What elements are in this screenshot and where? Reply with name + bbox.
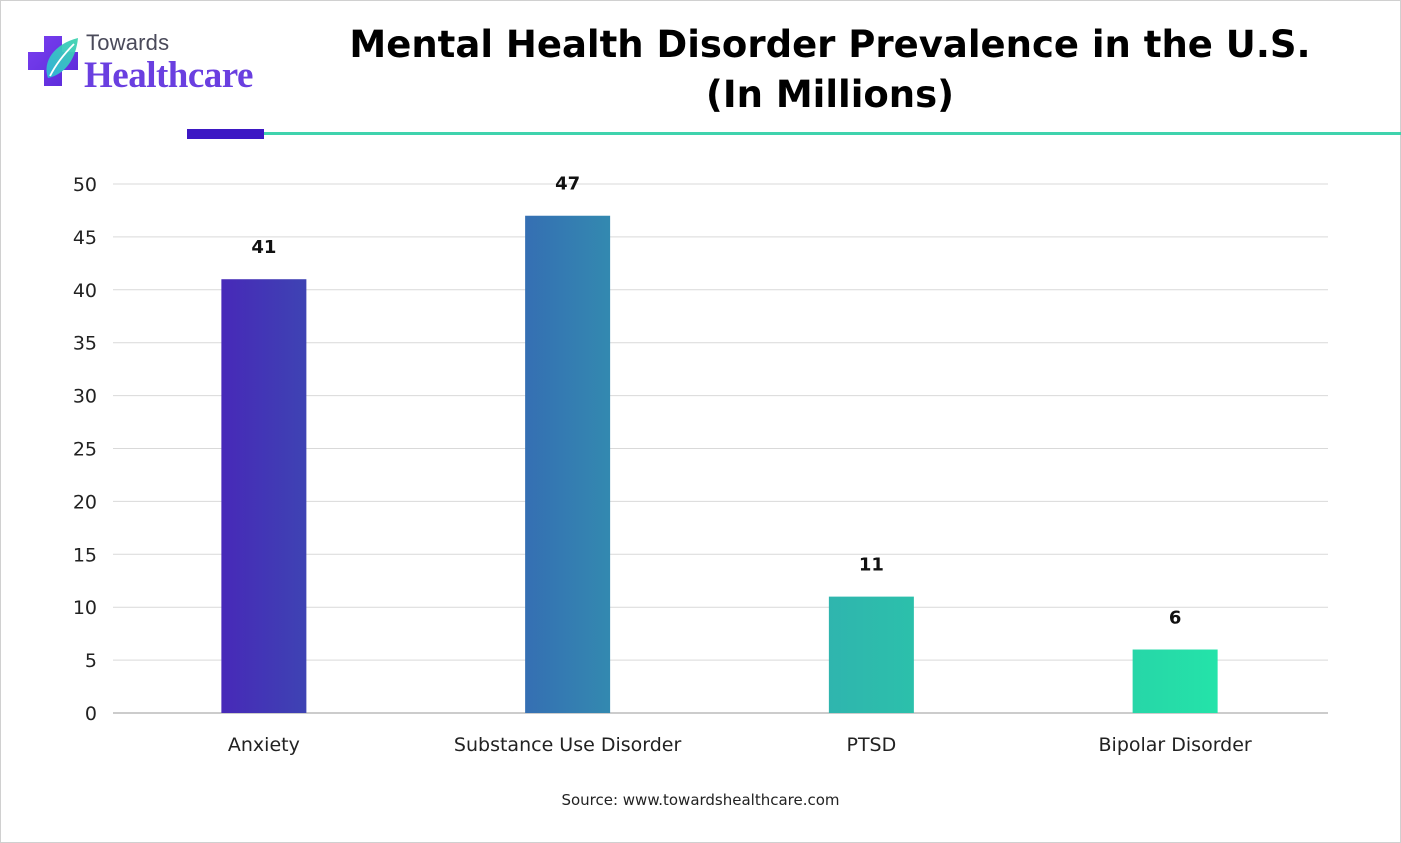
- bar-bipolar-disorder: [1132, 649, 1218, 713]
- y-tick-label: 30: [73, 386, 97, 408]
- chart-title-block: Mental Health Disorder Prevalence in the…: [300, 20, 1360, 120]
- chart-title: Mental Health Disorder Prevalence in the…: [349, 23, 1311, 66]
- y-axis-ticks: 0 5 10 15 20 25 30 35 40 45 50: [73, 174, 97, 725]
- y-tick-label: 50: [73, 174, 97, 196]
- y-tick-label: 25: [73, 439, 97, 461]
- chart-subtitle: (In Millions): [705, 73, 955, 116]
- y-tick-label: 5: [85, 650, 97, 672]
- data-label: 11: [859, 555, 884, 576]
- x-axis-ticks: Anxiety Substance Use Disorder PTSD Bipolar…: [228, 734, 1252, 756]
- data-label: 6: [1169, 608, 1182, 629]
- bars: [221, 215, 1218, 714]
- x-tick-label: Bipolar Disorder: [1099, 734, 1252, 756]
- x-tick-label: Anxiety: [228, 734, 300, 756]
- y-tick-label: 45: [73, 227, 97, 249]
- x-tick-label: Substance Use Disorder: [454, 734, 682, 756]
- y-tick-label: 20: [73, 491, 97, 513]
- data-label: 47: [555, 174, 580, 195]
- brand-name-line1: Towards: [86, 30, 170, 55]
- bar-anxiety: [221, 279, 307, 713]
- x-tick-label: PTSD: [846, 734, 896, 756]
- data-label: 41: [251, 237, 276, 258]
- bar-ptsd: [828, 596, 914, 713]
- medical-cross-leaf-icon: [28, 36, 78, 86]
- brand-name-line2: Healthcare: [84, 55, 253, 96]
- data-labels: 41 47 11 6: [251, 174, 1181, 629]
- y-tick-label: 10: [73, 597, 97, 619]
- y-tick-label: 15: [73, 544, 97, 566]
- brand-logo: Towards Healthcare: [26, 30, 266, 100]
- y-tick-label: 40: [73, 280, 97, 302]
- source-note: Source: www.towardshealthcare.com: [561, 791, 840, 809]
- gridlines: [113, 183, 1328, 714]
- title-accent-bar-light: [264, 132, 1401, 135]
- y-tick-label: 0: [85, 703, 97, 725]
- bar-substance-use-disorder: [525, 215, 611, 714]
- y-tick-label: 35: [73, 333, 97, 355]
- title-accent-bar-dark: [187, 129, 264, 139]
